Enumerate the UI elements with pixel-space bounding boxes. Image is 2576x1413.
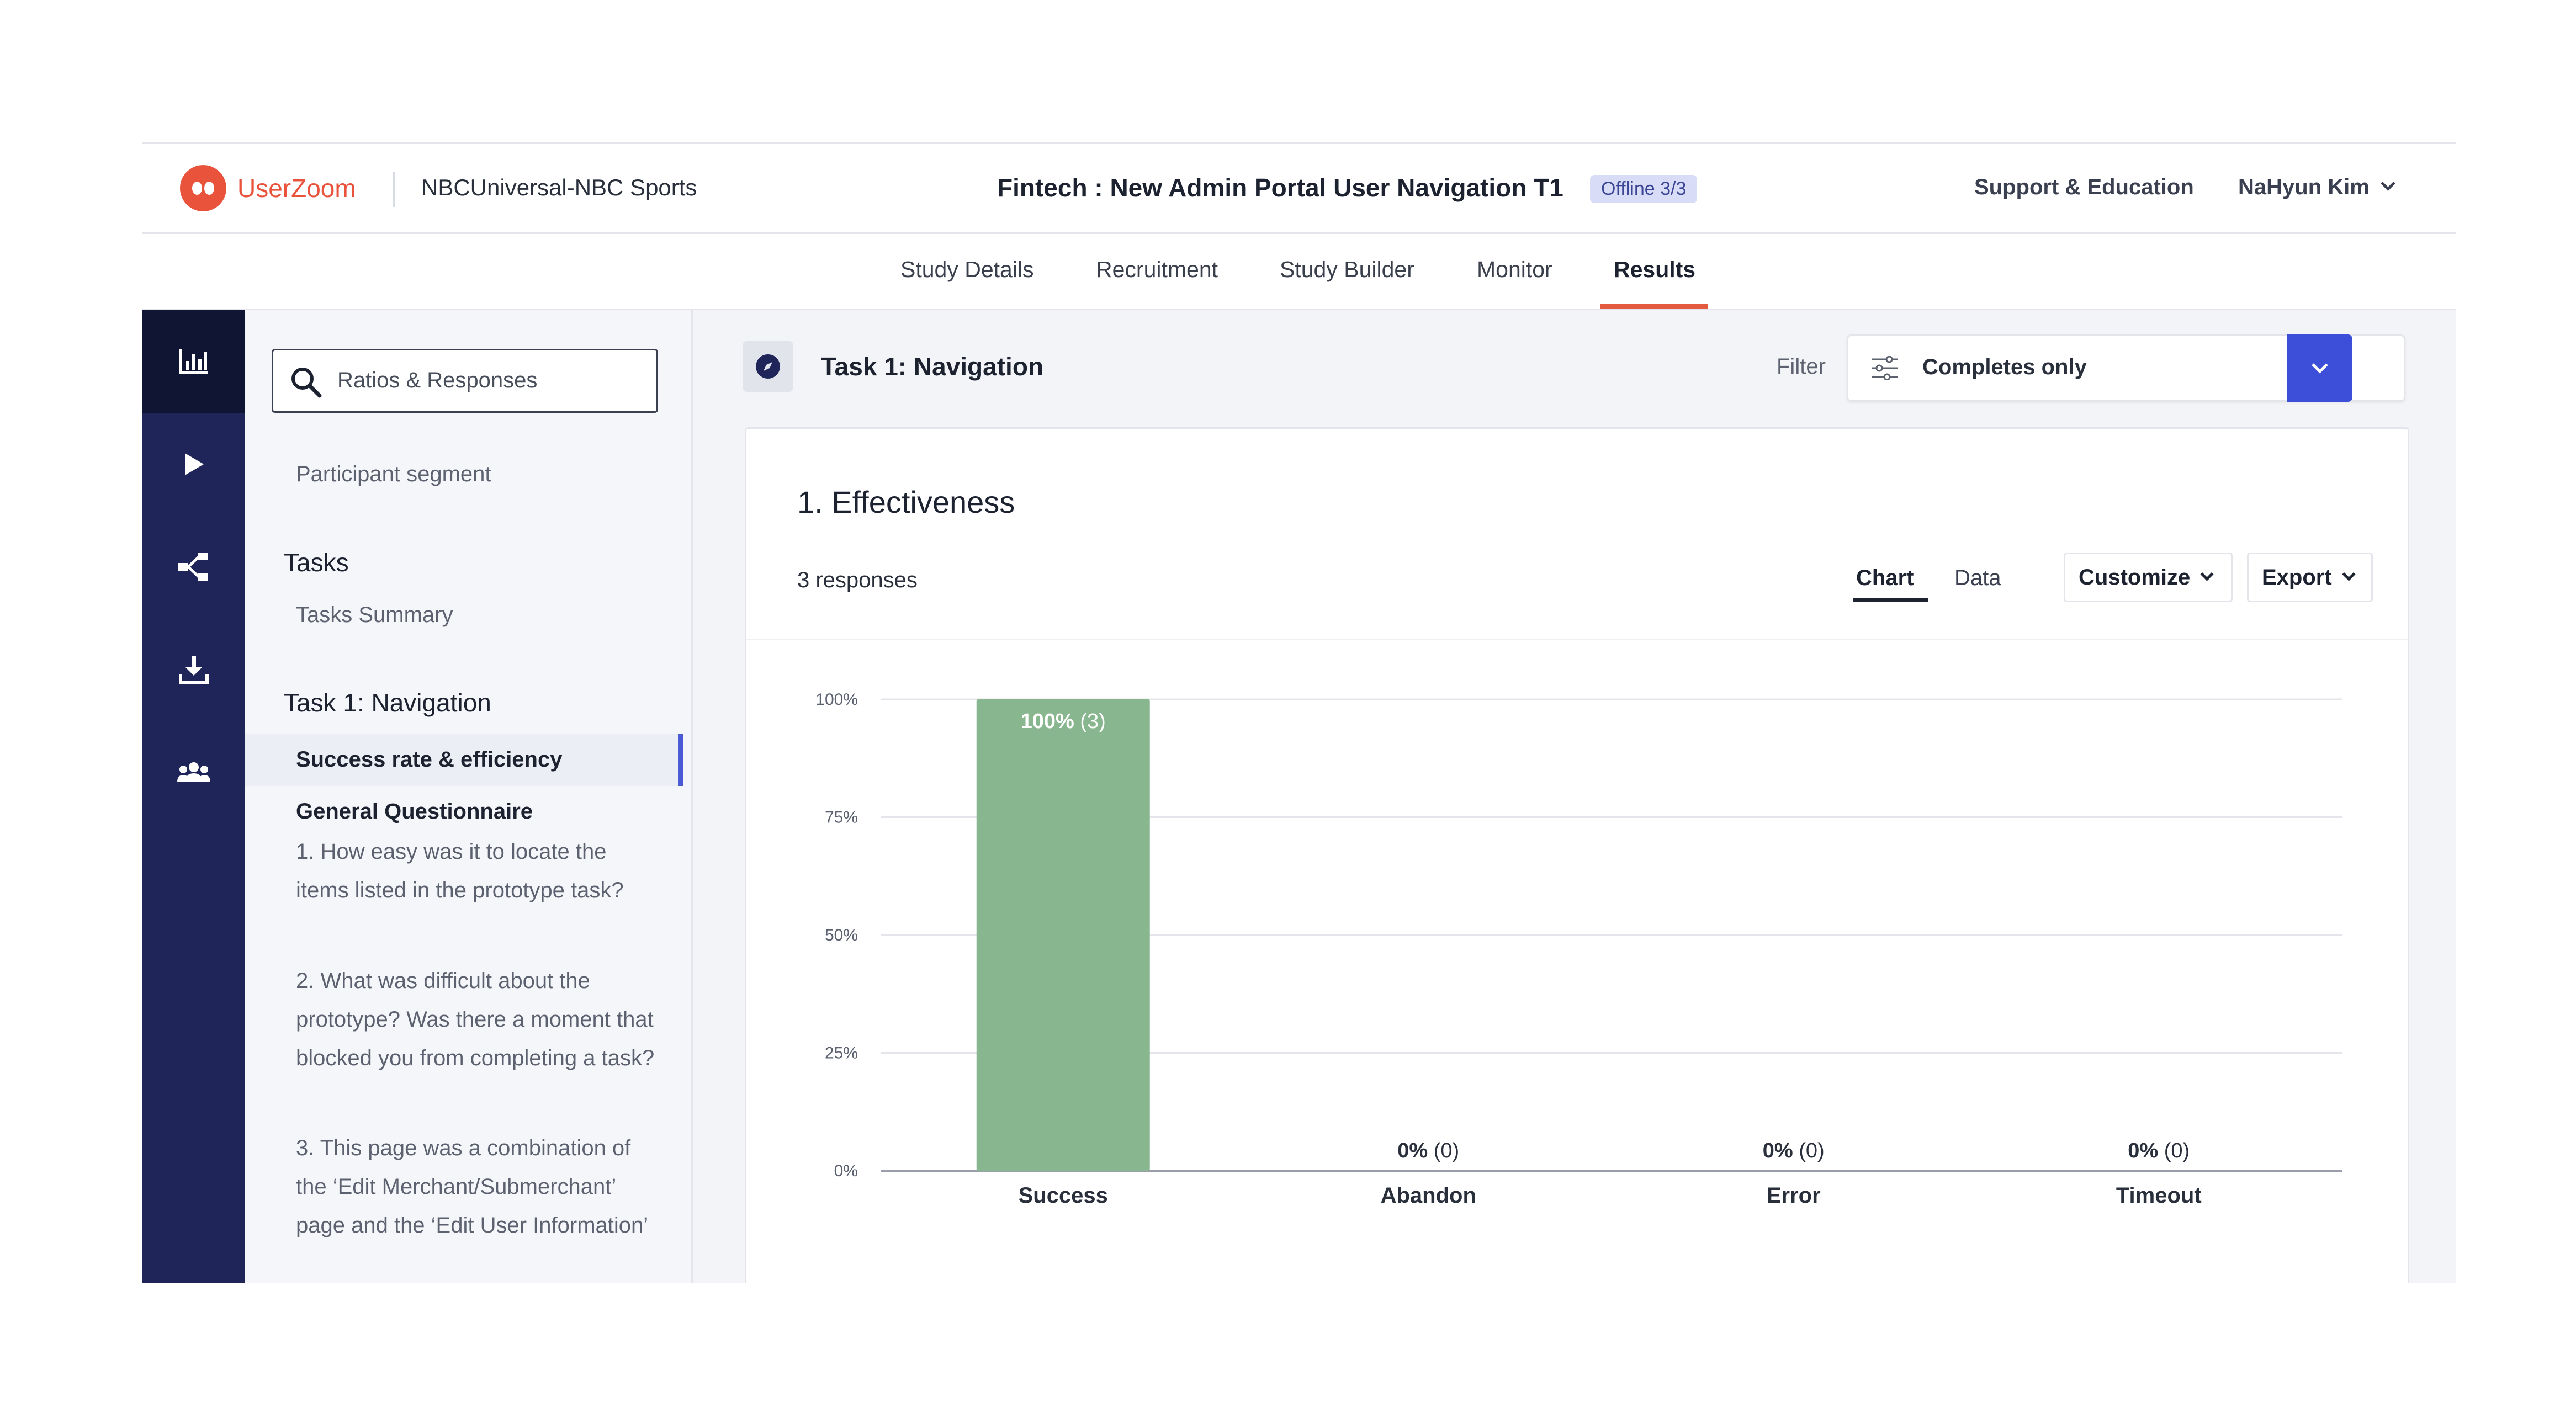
card-divider xyxy=(746,639,2408,640)
export-label: Export xyxy=(2262,565,2332,589)
nav-task-heading[interactable]: Task 1: Navigation xyxy=(284,688,491,717)
user-name: NaHyun Kim xyxy=(2238,175,2370,199)
brand-name: UserZoom xyxy=(237,174,356,203)
top-bar: UserZoom NBCUniversal-NBC Sports Fintech… xyxy=(142,144,2456,234)
nav-question-1[interactable]: 1. How easy was it to locate the items l… xyxy=(296,840,624,902)
nav-tasks-summary[interactable]: Tasks Summary xyxy=(296,603,453,627)
user-menu[interactable]: NaHyun Kim xyxy=(2238,175,2395,200)
tab-results[interactable]: Results xyxy=(1614,257,1696,282)
nav-success-rate[interactable]: Success rate & efficiency xyxy=(296,747,563,772)
filter-value: Completes only xyxy=(1922,355,2087,379)
x-tick-label: Abandon xyxy=(1381,1183,1476,1208)
y-tick-label: 50% xyxy=(825,926,858,944)
support-education-link[interactable]: Support & Education xyxy=(1974,175,2194,199)
study-tabs: Study Details Recruitment Study Builder … xyxy=(142,232,2456,310)
userzoom-logo[interactable]: UserZoom xyxy=(180,165,356,211)
tab-recruitment[interactable]: Recruitment xyxy=(1096,257,1218,282)
download-icon xyxy=(179,656,209,684)
header-divider xyxy=(393,172,395,207)
tab-monitor[interactable]: Monitor xyxy=(1477,257,1552,282)
nav-question-3[interactable]: 3. This page was a combination of the ‘E… xyxy=(296,1136,649,1237)
nav-active-row xyxy=(245,734,681,786)
results-search-field[interactable]: Ratios & Responses xyxy=(272,349,658,413)
effectiveness-chart: 0% 25% 50% 75% 100% 100% (3) Success 0% (0) Aban… xyxy=(815,690,2342,1208)
rail-item-share[interactable] xyxy=(142,516,245,618)
results-sidenav: Ratios & Responses Participant segment T… xyxy=(245,310,693,1283)
x-tick-label: Success xyxy=(1019,1183,1108,1208)
bar-success xyxy=(976,699,1150,1171)
chevron-down-icon xyxy=(2200,567,2214,581)
data-label: 0% (0) xyxy=(1763,1139,1825,1162)
nav-active-indicator xyxy=(678,734,683,786)
view-chart-toggle[interactable]: Chart xyxy=(1856,566,1914,590)
search-icon xyxy=(291,368,322,398)
rail-item-participants[interactable] xyxy=(142,721,245,824)
y-tick-label: 100% xyxy=(815,690,858,709)
card-title: 1. Effectiveness xyxy=(797,485,1015,519)
y-tick-label: 0% xyxy=(834,1162,858,1180)
tab-study-builder[interactable]: Study Builder xyxy=(1280,257,1414,282)
active-tab-indicator xyxy=(1600,304,1708,309)
filter-dropdown-button[interactable] xyxy=(2287,334,2352,402)
view-data-toggle[interactable]: Data xyxy=(1954,566,2001,590)
rail-item-results[interactable] xyxy=(142,310,245,413)
left-rail xyxy=(142,310,245,1283)
userzoom-logo-icon xyxy=(180,165,226,211)
sliders-icon xyxy=(1872,356,1898,380)
tab-study-details[interactable]: Study Details xyxy=(900,257,1034,282)
data-label: 0% (0) xyxy=(2128,1139,2190,1162)
users-icon xyxy=(177,762,210,782)
chevron-down-icon xyxy=(2342,567,2356,581)
y-tick-label: 25% xyxy=(825,1044,858,1063)
nav-general-questionnaire[interactable]: General Questionnaire xyxy=(296,799,533,824)
share-icon xyxy=(178,553,208,581)
view-chart-underline xyxy=(1853,598,1928,602)
customize-button[interactable]: Customize xyxy=(2064,553,2233,602)
responses-count: 3 responses xyxy=(797,568,918,592)
bar-chart-icon xyxy=(179,349,208,374)
study-status-badge: Offline 3/3 xyxy=(1590,175,1698,203)
x-tick-label: Timeout xyxy=(2116,1183,2202,1208)
customize-label: Customize xyxy=(2079,565,2191,589)
org-name: NBCUniversal-NBC Sports xyxy=(421,174,697,200)
chevron-down-icon xyxy=(2380,176,2395,191)
nav-tasks-heading: Tasks xyxy=(284,548,349,577)
filter-label: Filter xyxy=(1777,354,1826,379)
y-tick-label: 75% xyxy=(825,809,858,827)
task-title: Task 1: Navigation xyxy=(821,352,1044,381)
effectiveness-card: 1. Effectiveness 3 responses Chart Data … xyxy=(745,427,2409,1283)
x-tick-label: Error xyxy=(1767,1183,1821,1208)
chevron-down-icon xyxy=(2312,363,2328,374)
rail-item-download[interactable] xyxy=(142,618,245,721)
data-label: 100% (3) xyxy=(1021,710,1106,733)
results-main: Task 1: Navigation Filter Completes only… xyxy=(693,310,2456,1283)
data-label: 0% (0) xyxy=(1397,1139,1459,1162)
play-icon xyxy=(185,453,204,475)
nav-question-2[interactable]: 2. What was difficult about the prototyp… xyxy=(296,969,655,1070)
rail-item-recordings[interactable] xyxy=(142,413,245,516)
task-compass-icon xyxy=(743,341,793,392)
export-button[interactable]: Export xyxy=(2247,553,2373,602)
app-window: UserZoom NBCUniversal-NBC Sports Fintech… xyxy=(142,142,2456,1283)
nav-participant-segment[interactable]: Participant segment xyxy=(296,462,491,486)
study-title: Fintech : New Admin Portal User Navigati… xyxy=(997,173,1563,202)
search-value: Ratios & Responses xyxy=(337,368,538,392)
